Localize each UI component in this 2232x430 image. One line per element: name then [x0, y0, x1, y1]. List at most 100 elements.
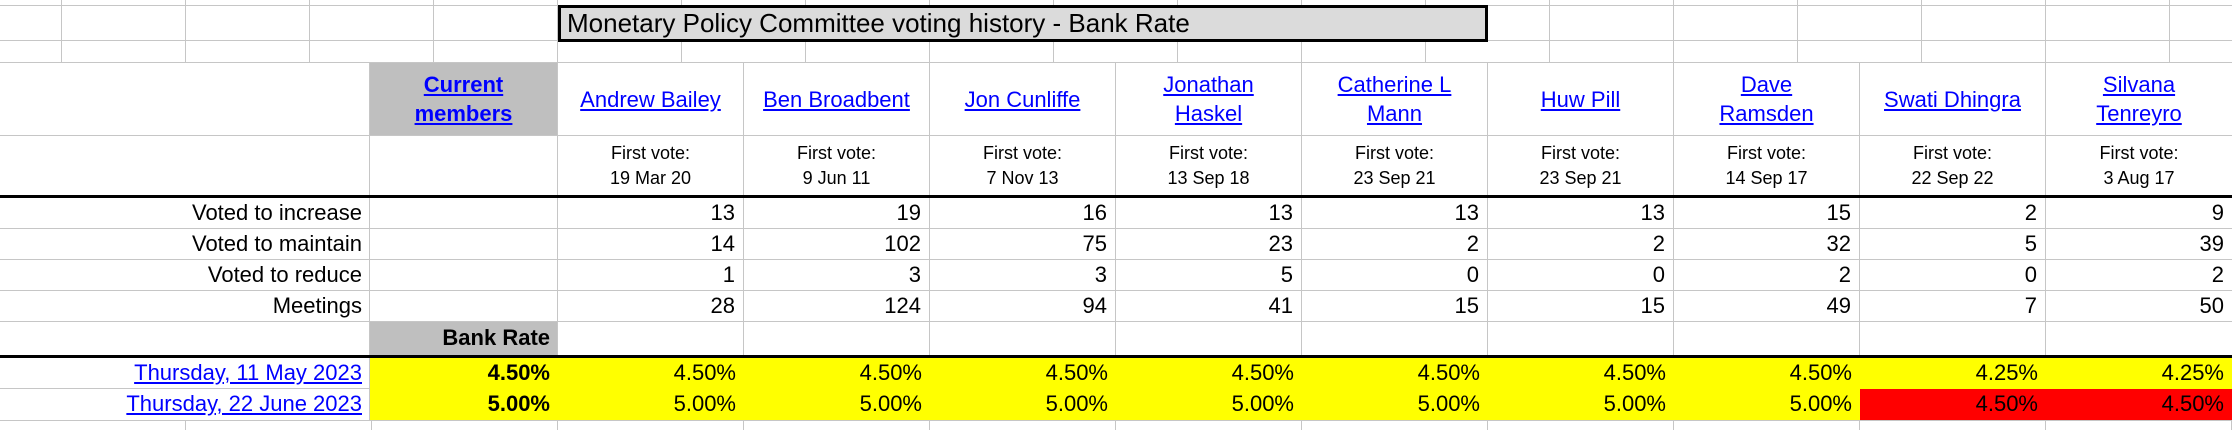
member-name-link[interactable]: Dave Ramsden — [1719, 72, 1814, 126]
meeting-date-cell[interactable]: Thursday, 22 June 2023 — [0, 389, 370, 420]
bank-rate-value: 4.50% — [370, 358, 558, 389]
vote-count-cell: 13 — [1302, 198, 1488, 228]
first-vote-date: 19 Mar 20 — [609, 168, 692, 188]
empty-cell — [1488, 322, 1674, 355]
rate-cell: 4.50% — [1302, 358, 1488, 389]
member-name-cell[interactable]: Andrew Bailey — [558, 63, 744, 135]
vote-count-cell: 9 — [2211, 200, 2224, 225]
vote-count-cell: 3 — [744, 260, 930, 290]
first-vote-label: First vote: — [1540, 143, 1620, 163]
member-name-link[interactable]: Swati Dhingra — [1884, 86, 2021, 112]
member-name-cell[interactable]: Jonathan Haskel — [1116, 63, 1302, 135]
member-name-cell[interactable]: Ben Broadbent — [744, 63, 930, 135]
member-name-link[interactable]: Silvana Tenreyro — [2096, 72, 2182, 126]
vote-count-cell: 5 — [1860, 229, 2046, 259]
empty-row-3 — [0, 41, 2232, 63]
first-vote-date: 22 Sep 22 — [1911, 168, 1994, 188]
first-vote-date: 13 Sep 18 — [1167, 168, 1250, 188]
first-vote-label: First vote: — [1912, 143, 1992, 163]
rate-cell: 5.00% — [1302, 389, 1488, 420]
vote-count-cell: 50 — [2199, 293, 2224, 318]
meeting-date-cell[interactable]: Thursday, 11 May 2023 — [0, 358, 370, 389]
vote-count-cell: 2 — [1860, 198, 2046, 228]
first-vote-date: 23 Sep 21 — [1353, 168, 1436, 188]
vote-count-cell: 49 — [1674, 291, 1860, 321]
member-name-cell[interactable]: Jon Cunliffe — [930, 63, 1116, 135]
meeting-date-link[interactable]: Thursday, 22 June 2023 — [126, 391, 362, 416]
vote-count-cell: 16 — [930, 198, 1116, 228]
member-name-link[interactable]: Ben Broadbent — [763, 86, 910, 112]
vote-count-cell: 2 — [1488, 229, 1674, 259]
first-vote-label: First vote: — [1168, 143, 1248, 163]
vote-count-cell: 2 — [1302, 229, 1488, 259]
vote-count-cell: 15 — [1674, 198, 1860, 228]
empty-cell — [370, 260, 558, 290]
first-vote-date: 7 Nov 13 — [986, 168, 1059, 188]
empty-cell — [370, 291, 558, 321]
row-label-maintain: Voted to maintain — [0, 229, 370, 259]
vote-count-cell: 19 — [744, 198, 930, 228]
first-vote-cell: First vote: 13 Sep 18 — [1116, 136, 1302, 195]
thick-divider — [0, 355, 2232, 358]
first-vote-cell: First vote: 19 Mar 20 — [558, 136, 744, 195]
row-label-reduce: Voted to reduce — [0, 260, 370, 290]
member-name-link[interactable]: Andrew Bailey — [580, 86, 721, 112]
thick-divider — [0, 195, 2232, 198]
rate-cell: 5.00% — [930, 389, 1116, 420]
empty-cell — [1860, 322, 2046, 355]
vote-count-cell: 0 — [1860, 260, 2046, 290]
first-vote-row: First vote: 19 Mar 20 First vote: 9 Jun 11… — [0, 136, 2232, 195]
member-name-link[interactable]: Jonathan Haskel — [1163, 72, 1254, 126]
vote-count-cell: 0 — [1488, 260, 1674, 290]
vote-count-cell: 94 — [930, 291, 1116, 321]
first-vote-date: 9 Jun 11 — [802, 168, 871, 188]
member-name-link[interactable]: Jon Cunliffe — [964, 86, 1081, 112]
member-names-row: Current members Andrew Bailey Ben Broadb… — [0, 63, 2232, 136]
member-name-cell[interactable]: Silvana Tenreyro — [2046, 63, 2232, 135]
member-name-cell[interactable]: Catherine L Mann — [1302, 63, 1488, 135]
current-members-link[interactable]: Current members — [414, 72, 513, 126]
rate-cell: 4.25% — [2046, 358, 2232, 389]
empty-cell — [0, 322, 370, 355]
first-vote-label: First vote: — [610, 143, 690, 163]
member-name-cell[interactable]: Huw Pill — [1488, 63, 1674, 135]
first-vote-cell: First vote: 14 Sep 17 — [1674, 136, 1860, 195]
empty-cell — [558, 322, 744, 355]
member-name-cell[interactable]: Swati Dhingra — [1860, 63, 2046, 135]
bottom-empty-row — [0, 420, 2232, 430]
row-label-increase: Voted to increase — [0, 198, 370, 228]
member-name-link[interactable]: Catherine L Mann — [1337, 72, 1452, 126]
vote-count-cell: 41 — [1116, 291, 1302, 321]
vote-count-cell: 15 — [1488, 291, 1674, 321]
rate-cell: 5.00% — [558, 389, 744, 420]
first-vote-cell: First vote: 7 Nov 13 — [930, 136, 1116, 195]
bank-rate-header: Bank Rate — [370, 322, 558, 355]
first-vote-label: First vote: — [2099, 143, 2179, 163]
rate-cell: 5.00% — [1674, 389, 1860, 420]
first-vote-label: First vote: — [982, 143, 1062, 163]
first-vote-date: 3 Aug 17 — [2103, 168, 2175, 188]
first-vote-cell: First vote: 3 Aug 17 — [2046, 136, 2232, 195]
meeting-date-link[interactable]: Thursday, 11 May 2023 — [134, 360, 362, 385]
empty-cell — [370, 198, 558, 228]
member-name-link[interactable]: Huw Pill — [1540, 86, 1621, 112]
voted-to-maintain-row: Voted to maintain 14 102 75 23 2 2 32 5 … — [0, 229, 2232, 260]
first-vote-label: First vote: — [1726, 143, 1806, 163]
member-name-cell[interactable]: Dave Ramsden — [1674, 63, 1860, 135]
first-vote-date: 14 Sep 17 — [1725, 168, 1808, 188]
vote-count-cell: 2 — [1674, 260, 1860, 290]
vote-count-cell: 2 — [2211, 262, 2224, 287]
first-vote-label: First vote: — [796, 143, 876, 163]
rate-cell-dissent: 4.50% — [1860, 389, 2046, 420]
vote-count-cell: 7 — [1860, 291, 2046, 321]
rate-cell: 5.00% — [744, 389, 930, 420]
empty-cell — [930, 322, 1116, 355]
meetings-row: Meetings 28 124 94 41 15 15 49 7 50 — [0, 291, 2232, 322]
rate-cell: 5.00% — [1116, 389, 1302, 420]
rate-cell: 5.00% — [1488, 389, 1674, 420]
vote-count-cell: 124 — [744, 291, 930, 321]
current-members-header[interactable]: Current members — [370, 63, 558, 135]
vote-count-cell: 15 — [1302, 291, 1488, 321]
vote-count-cell: 14 — [558, 229, 744, 259]
first-vote-cell: First vote: 22 Sep 22 — [1860, 136, 2046, 195]
